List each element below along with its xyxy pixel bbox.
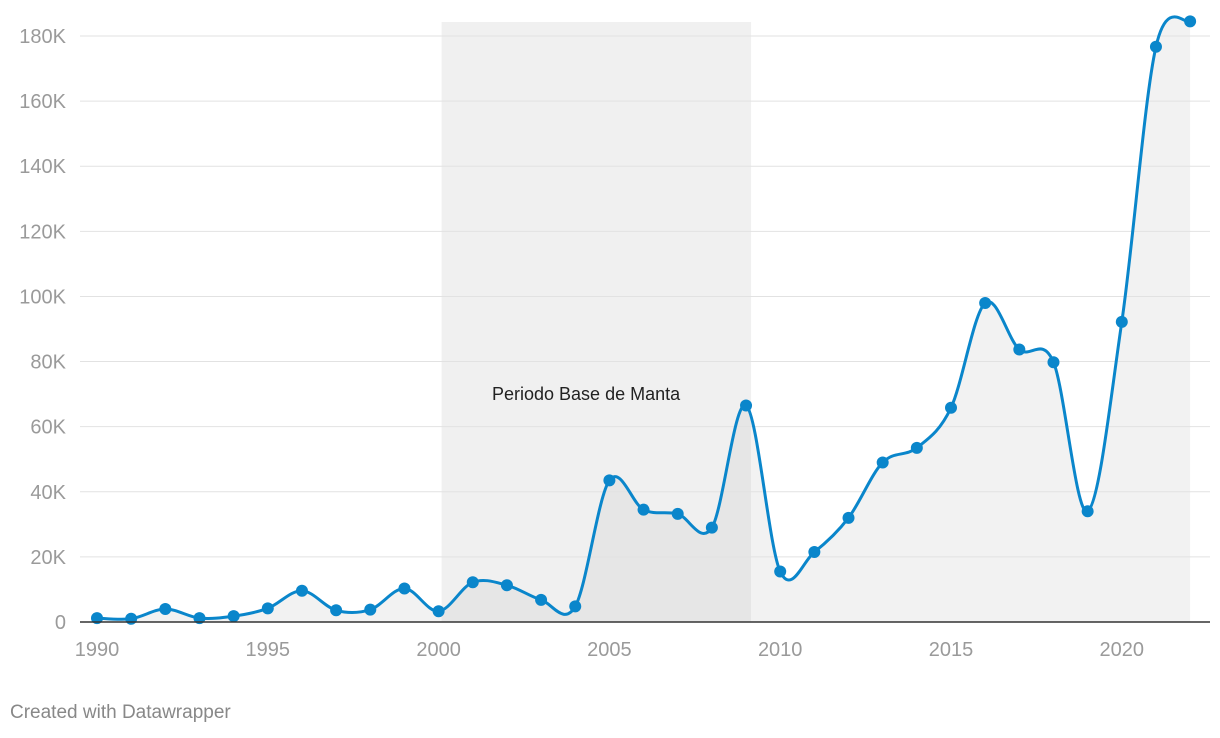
area-layer	[97, 16, 1191, 622]
x-tick-label: 2020	[1100, 639, 1145, 661]
data-point	[1047, 356, 1060, 369]
y-tick-label: 100K	[19, 286, 66, 308]
data-point	[569, 600, 582, 613]
data-point	[603, 474, 616, 487]
data-point	[808, 546, 821, 559]
y-tick-label: 140K	[19, 156, 66, 178]
data-point	[500, 579, 513, 592]
data-points	[91, 15, 1197, 625]
data-point	[705, 521, 718, 534]
data-point	[774, 565, 787, 578]
data-point	[91, 612, 103, 625]
data-point	[1081, 505, 1094, 518]
data-point	[295, 584, 308, 597]
axes: 0 20K 40K 60K 80K 100K 120K 140K 160K 180K 1990 199…	[19, 26, 1210, 661]
line-chart: 0 20K 40K 60K 80K 100K 120K 140K 160K 180K 1990 199…	[19, 15, 1210, 661]
series-area	[97, 16, 1191, 622]
y-tick-label: 40K	[30, 482, 66, 504]
series-area-overlap	[441, 405, 752, 622]
data-point	[637, 503, 650, 516]
data-point	[330, 604, 343, 617]
data-point	[671, 507, 684, 520]
data-point	[1184, 15, 1197, 28]
data-point	[945, 401, 957, 414]
data-point	[261, 602, 274, 615]
y-tick-label: 60K	[30, 417, 66, 439]
x-tick-label: 1990	[75, 639, 120, 661]
x-tick-label: 2005	[587, 639, 632, 661]
y-tick-label: 80K	[30, 352, 66, 374]
y-tick-label: 0	[55, 612, 66, 634]
data-point	[432, 605, 445, 618]
gridlines	[80, 35, 1210, 558]
data-point	[466, 576, 479, 589]
x-tick-label: 2000	[416, 639, 461, 661]
data-point	[125, 612, 138, 625]
data-point	[876, 456, 889, 469]
data-point	[535, 593, 548, 606]
y-tick-label: 20K	[30, 547, 66, 569]
data-point	[842, 511, 855, 524]
data-point	[398, 582, 411, 595]
data-point	[227, 610, 240, 623]
highlight-band-label: Periodo Base de Manta	[492, 384, 681, 404]
data-point	[979, 296, 992, 309]
y-tick-label: 160K	[19, 91, 66, 113]
credit-text: Created with Datawrapper	[10, 702, 231, 723]
data-point	[159, 602, 172, 615]
data-point	[193, 612, 206, 625]
data-point	[1149, 40, 1162, 53]
x-tick-label: 1995	[246, 639, 291, 661]
y-tick-label: 120K	[19, 221, 66, 243]
data-point	[364, 603, 377, 616]
y-tick-label: 180K	[19, 26, 66, 48]
x-tick-label: 2015	[929, 639, 974, 661]
x-tick-label: 2010	[758, 639, 803, 661]
annotations: Periodo Base de Manta	[492, 384, 681, 404]
data-point	[1013, 343, 1026, 356]
data-point	[1115, 315, 1128, 328]
data-point	[740, 399, 753, 412]
data-point	[910, 441, 923, 454]
